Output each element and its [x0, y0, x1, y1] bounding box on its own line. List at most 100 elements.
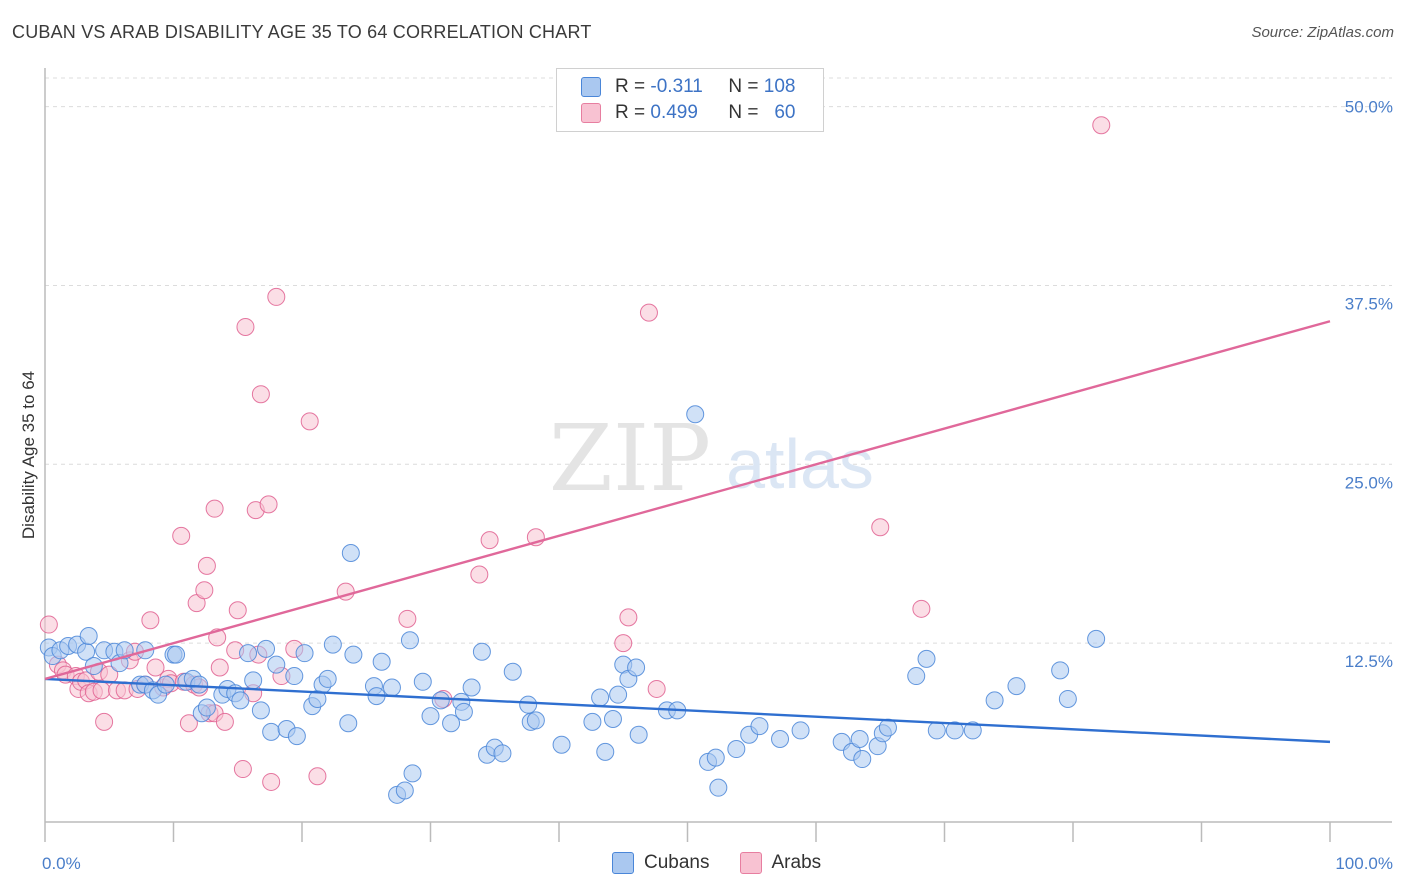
legend-row-arabs: R = 0.499 N = 60	[581, 101, 795, 125]
arabs-point	[262, 772, 281, 791]
cubans-point	[421, 707, 440, 726]
cubans-point	[493, 744, 512, 763]
cubans-point	[750, 717, 769, 736]
cubans-point	[853, 750, 872, 769]
legend-r-label: R =	[615, 102, 646, 123]
cubans-point	[267, 655, 286, 674]
cubans-point	[503, 662, 522, 681]
cubans-point	[945, 721, 964, 740]
cubans-point	[400, 631, 419, 650]
cubans-point	[596, 742, 615, 761]
cubans-point	[462, 678, 481, 697]
legend-r-label: R =	[615, 76, 646, 97]
arabs-point	[308, 767, 327, 786]
arabs-point	[210, 658, 229, 677]
cubans-point	[244, 671, 263, 690]
arabs-point	[195, 581, 214, 600]
cubans-n-value: 108	[763, 76, 796, 97]
cubans-point	[382, 678, 401, 697]
cubans-point	[1058, 689, 1077, 708]
arabs-point	[39, 615, 58, 634]
series-legend-cubans: Cubans	[612, 852, 710, 874]
cubans-r-value: -0.311	[650, 76, 703, 97]
arabs-point	[871, 518, 890, 537]
cubans-legend-label: Cubans	[644, 852, 710, 873]
cubans-point	[344, 645, 363, 664]
cubans-point	[257, 639, 276, 658]
cubans-point	[318, 669, 337, 688]
cubans-point	[231, 691, 250, 710]
cubans-point	[985, 691, 1004, 710]
arabs-point	[639, 303, 658, 322]
cubans-point	[1087, 629, 1106, 648]
cubans-point	[907, 667, 926, 686]
arabs-legend-label: Arabs	[771, 852, 822, 873]
arabs-point	[619, 608, 638, 627]
cubans-point	[629, 725, 648, 744]
arabs-n-value: 60	[774, 102, 796, 123]
y-tick-label: 25.0%	[1345, 473, 1393, 492]
cubans-trend-line	[44, 677, 1331, 744]
cubans-point	[519, 695, 538, 714]
cubans-point	[609, 685, 628, 704]
cubans-point	[403, 764, 422, 783]
correlation-legend: R = -0.311 N = 108 R = 0.499 N = 60	[556, 68, 824, 132]
arabs-point	[300, 412, 319, 431]
cubans-point	[526, 711, 545, 730]
arabs-point	[251, 385, 270, 404]
arabs-trend-line	[44, 320, 1331, 681]
cubans-point	[239, 644, 258, 663]
series-legend: Cubans Arabs	[612, 852, 851, 874]
cubans-point	[1007, 677, 1026, 696]
trend-lines	[44, 320, 1331, 744]
arabs-point	[228, 601, 247, 620]
legend-n-label: N =	[728, 76, 759, 97]
cubans-point	[709, 778, 728, 797]
cubans-point	[927, 721, 946, 740]
cubans-point	[339, 714, 358, 733]
arabs-point	[647, 679, 666, 698]
cubans-point	[454, 702, 473, 721]
cubans-point	[395, 781, 414, 800]
cubans-point	[1051, 661, 1070, 680]
arabs-point	[92, 681, 111, 700]
cubans-point	[431, 691, 450, 710]
cubans-point	[727, 740, 746, 759]
cubans-point	[917, 649, 936, 668]
cubans-point	[627, 658, 646, 677]
arabs-point	[215, 712, 234, 731]
x-tick-label: 100.0%	[1335, 854, 1393, 873]
y-tick-label: 50.0%	[1345, 98, 1393, 117]
cubans-point	[442, 714, 461, 733]
cubans-point	[771, 730, 790, 749]
cubans-points	[39, 405, 1106, 804]
cubans-point	[372, 652, 391, 671]
arabs-point	[179, 714, 198, 733]
legend-n-label: N =	[728, 102, 759, 123]
chart-title: CUBAN VS ARAB DISABILITY AGE 35 TO 64 CO…	[12, 22, 592, 42]
source-label: Source: ZipAtlas.com	[1251, 24, 1394, 41]
cubans-point	[583, 712, 602, 731]
arabs-r-value: 0.499	[650, 102, 698, 123]
x-tick-label: 0.0%	[42, 854, 81, 873]
y-tick-label: 37.5%	[1345, 294, 1393, 313]
cubans-point	[295, 644, 314, 663]
arabs-point	[205, 499, 224, 518]
x-tick-labels: 0.0% 100.0%	[42, 854, 1393, 873]
cubans-point	[197, 698, 216, 717]
arabs-point	[912, 599, 931, 618]
cubans-point	[287, 727, 306, 746]
cubans-point	[323, 635, 342, 654]
arabs-point	[236, 317, 255, 336]
watermark-atlas: atlas	[726, 425, 874, 503]
cubans-point	[472, 642, 491, 661]
cubans-point	[850, 730, 869, 749]
watermark: ZIP atlas	[549, 405, 874, 512]
cubans-point	[413, 672, 432, 691]
arabs-legend-swatch	[739, 852, 762, 874]
cubans-point	[285, 667, 304, 686]
cubans-swatch	[581, 77, 601, 97]
cubans-point	[603, 709, 622, 728]
arabs-point	[480, 531, 499, 550]
